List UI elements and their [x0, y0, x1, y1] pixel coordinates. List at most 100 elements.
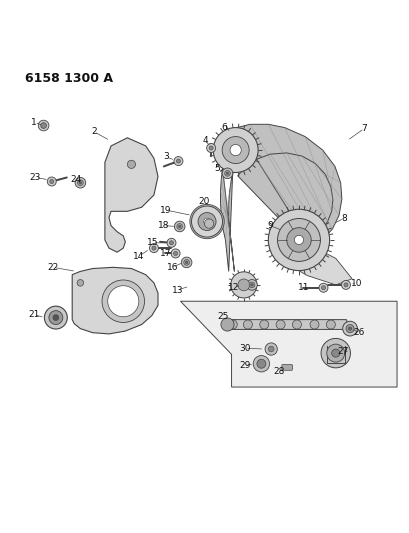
- Circle shape: [277, 219, 320, 261]
- Circle shape: [77, 180, 83, 185]
- Circle shape: [185, 261, 187, 264]
- Text: 19: 19: [160, 206, 171, 215]
- Text: 18: 18: [157, 221, 169, 230]
- Text: 9: 9: [267, 221, 272, 230]
- Circle shape: [203, 218, 210, 225]
- Text: 25: 25: [217, 312, 229, 321]
- Text: 30: 30: [239, 344, 250, 353]
- Circle shape: [267, 209, 329, 271]
- Circle shape: [348, 327, 351, 330]
- Circle shape: [49, 311, 63, 325]
- Circle shape: [342, 321, 357, 336]
- Circle shape: [230, 272, 256, 298]
- Text: 17: 17: [160, 249, 171, 258]
- Circle shape: [343, 283, 347, 287]
- Text: 20: 20: [198, 197, 209, 206]
- Circle shape: [181, 257, 191, 268]
- Circle shape: [173, 252, 177, 255]
- Circle shape: [226, 172, 228, 175]
- Text: 8: 8: [340, 214, 346, 223]
- Circle shape: [326, 344, 344, 362]
- Circle shape: [292, 320, 301, 329]
- Circle shape: [243, 320, 252, 329]
- Polygon shape: [280, 240, 351, 285]
- Circle shape: [176, 159, 180, 163]
- Circle shape: [246, 280, 257, 290]
- Text: 16: 16: [166, 263, 178, 272]
- Text: 12: 12: [227, 283, 239, 292]
- Text: 1: 1: [31, 118, 37, 127]
- Circle shape: [344, 324, 355, 334]
- Circle shape: [331, 349, 339, 357]
- Circle shape: [228, 320, 237, 329]
- Text: 14: 14: [133, 252, 144, 261]
- Circle shape: [38, 120, 49, 131]
- Text: 26: 26: [353, 328, 364, 337]
- Circle shape: [265, 343, 276, 355]
- Circle shape: [256, 359, 265, 368]
- Text: 3: 3: [163, 152, 169, 161]
- Text: 23: 23: [30, 173, 41, 182]
- Circle shape: [209, 146, 213, 150]
- Circle shape: [102, 280, 144, 322]
- Circle shape: [40, 123, 46, 128]
- Text: 11: 11: [297, 283, 309, 292]
- Text: 24: 24: [70, 175, 82, 184]
- Circle shape: [237, 279, 249, 291]
- Circle shape: [309, 320, 318, 329]
- Circle shape: [204, 219, 213, 228]
- Polygon shape: [105, 138, 157, 252]
- Circle shape: [229, 144, 240, 156]
- Text: 5: 5: [214, 164, 220, 173]
- Circle shape: [47, 177, 56, 186]
- Text: 2: 2: [91, 127, 97, 136]
- Circle shape: [176, 224, 182, 229]
- Circle shape: [294, 236, 303, 245]
- Circle shape: [171, 249, 180, 258]
- Circle shape: [166, 238, 175, 247]
- Text: 28: 28: [273, 367, 284, 376]
- Circle shape: [348, 327, 351, 330]
- FancyBboxPatch shape: [224, 320, 346, 329]
- Circle shape: [108, 286, 139, 317]
- Circle shape: [127, 160, 135, 168]
- Circle shape: [75, 177, 85, 188]
- Circle shape: [189, 204, 224, 239]
- Circle shape: [191, 206, 222, 237]
- Circle shape: [222, 136, 249, 164]
- Text: 21: 21: [29, 310, 40, 319]
- Circle shape: [198, 213, 216, 231]
- Circle shape: [44, 306, 67, 329]
- Circle shape: [213, 127, 258, 173]
- Circle shape: [346, 326, 352, 332]
- Circle shape: [220, 318, 234, 331]
- Circle shape: [49, 180, 54, 183]
- Circle shape: [79, 182, 81, 184]
- Circle shape: [345, 325, 353, 333]
- Circle shape: [341, 280, 350, 289]
- Circle shape: [326, 320, 335, 329]
- Polygon shape: [180, 301, 396, 387]
- Circle shape: [253, 356, 269, 372]
- Circle shape: [174, 221, 184, 232]
- Circle shape: [169, 241, 173, 245]
- Circle shape: [173, 157, 182, 166]
- Circle shape: [286, 228, 310, 252]
- Polygon shape: [220, 168, 234, 271]
- Circle shape: [77, 280, 83, 286]
- Circle shape: [250, 284, 253, 286]
- Circle shape: [249, 282, 254, 288]
- Text: 29: 29: [239, 361, 250, 370]
- Circle shape: [267, 346, 273, 352]
- Circle shape: [318, 283, 327, 292]
- Polygon shape: [72, 268, 157, 334]
- Circle shape: [259, 320, 268, 329]
- Text: 10: 10: [351, 279, 362, 288]
- Circle shape: [320, 338, 350, 368]
- Text: 7: 7: [361, 124, 366, 133]
- Text: 13: 13: [171, 286, 182, 295]
- Text: 22: 22: [47, 263, 58, 272]
- Circle shape: [321, 286, 325, 290]
- Circle shape: [224, 171, 230, 176]
- Circle shape: [222, 168, 232, 179]
